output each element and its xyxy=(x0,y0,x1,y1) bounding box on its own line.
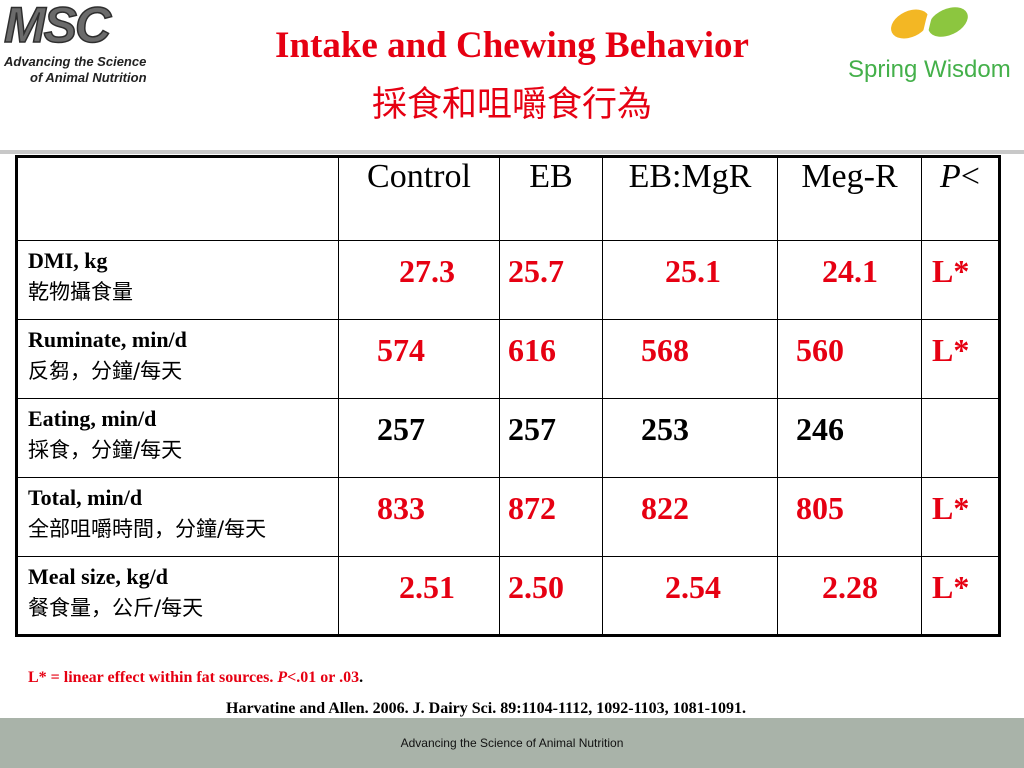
cell-meg-r: 805 xyxy=(777,477,922,557)
slide-title-english: Intake and Chewing Behavior xyxy=(275,25,749,66)
footnote: L* = linear effect within fat sources. P… xyxy=(28,669,363,687)
table-row: DMI, kg 乾物攝食量 27.3 25.7 25.1 24.1 L* xyxy=(16,240,1000,320)
header-eb-mgr: EB:MgR xyxy=(602,156,778,241)
citation: Harvatine and Allen. 2006. J. Dairy Sci.… xyxy=(226,700,747,717)
row-label-english: Total, min/d xyxy=(28,485,143,510)
cell-meg-r: 246 xyxy=(777,398,922,478)
footnote-p-letter: P xyxy=(277,669,288,686)
row-label-english: Ruminate, min/d xyxy=(28,327,187,352)
header-control: Control xyxy=(338,156,500,241)
cell-eb-mgr: 822 xyxy=(602,477,778,557)
cell-eb: 257 xyxy=(499,398,603,478)
header-p-value: P< xyxy=(921,156,1000,241)
slide-title-chinese: 採食和咀嚼食行為 xyxy=(371,85,652,125)
cell-p-value: L* xyxy=(921,319,1000,399)
table-row: Eating, min/d 採食，分鐘/每天 257 257 253 246 xyxy=(16,398,1000,478)
cell-meg-r: 24.1 xyxy=(777,240,922,320)
cell-meg-r: 2.28 xyxy=(777,556,922,636)
cell-eb-mgr: 25.1 xyxy=(602,240,778,320)
header-eb: EB xyxy=(499,156,603,241)
cell-p-value: L* xyxy=(921,477,1000,557)
table-header-row: Control EB EB:MgR Meg-R P< xyxy=(16,156,1000,241)
row-label-english: Meal size, kg/d xyxy=(28,564,168,589)
cell-control: 574 xyxy=(338,319,500,399)
msc-logo-tagline-2: of Animal Nutrition xyxy=(30,70,147,85)
results-table: Control EB EB:MgR Meg-R P< DMI, kg 乾物攝食量… xyxy=(15,155,1001,637)
cell-control: 833 xyxy=(338,477,500,557)
msc-logo-tagline-1: Advancing the Science xyxy=(4,54,147,69)
msc-logo-wordmark: MSC xyxy=(3,0,112,54)
cell-p-value xyxy=(921,398,1000,478)
footnote-period: . xyxy=(359,669,364,686)
row-label-chinese: 餐食量，公斤/每天 xyxy=(28,596,204,620)
cell-eb-mgr: 2.54 xyxy=(602,556,778,636)
row-label-chinese: 採食，分鐘/每天 xyxy=(28,438,183,462)
cell-p-value: L* xyxy=(921,240,1000,320)
row-label-chinese: 反芻，分鐘/每天 xyxy=(28,359,183,383)
cell-control: 27.3 xyxy=(338,240,500,320)
header-p-letter: P xyxy=(940,158,961,195)
cell-eb-mgr: 253 xyxy=(602,398,778,478)
row-label: Total, min/d 全部咀嚼時間，分鐘/每天 xyxy=(16,477,339,557)
table-row: Total, min/d 全部咀嚼時間，分鐘/每天 833 872 822 80… xyxy=(16,477,1000,557)
table-corner-cell xyxy=(16,156,339,241)
header-meg-r: Meg-R xyxy=(777,156,922,241)
row-label: Ruminate, min/d 反芻，分鐘/每天 xyxy=(16,319,339,399)
spring-wisdom-name: Spring Wisdom xyxy=(848,56,1011,83)
table-row: Ruminate, min/d 反芻，分鐘/每天 574 616 568 560… xyxy=(16,319,1000,399)
row-label: Eating, min/d 採食，分鐘/每天 xyxy=(16,398,339,478)
cell-eb: 25.7 xyxy=(499,240,603,320)
row-label-chinese: 全部咀嚼時間，分鐘/每天 xyxy=(28,517,267,541)
footer-text: Advancing the Science of Animal Nutritio… xyxy=(400,736,624,750)
spring-wisdom-logo: Spring Wisdom xyxy=(840,0,1024,90)
cell-eb: 616 xyxy=(499,319,603,399)
cell-p-value: L* xyxy=(921,556,1000,636)
row-label: Meal size, kg/d 餐食量，公斤/每天 xyxy=(16,556,339,636)
row-label-english: Eating, min/d xyxy=(28,406,157,431)
cell-control: 2.51 xyxy=(338,556,500,636)
cell-eb: 2.50 xyxy=(499,556,603,636)
msc-logo: MSC Advancing the Science of Animal Nutr… xyxy=(2,0,162,92)
footnote-part-2: <.01 or .03 xyxy=(287,669,360,686)
row-label-english: DMI, kg xyxy=(28,248,108,273)
footer-bar xyxy=(0,718,1024,768)
cell-eb-mgr: 568 xyxy=(602,319,778,399)
table-row: Meal size, kg/d 餐食量，公斤/每天 2.51 2.50 2.54… xyxy=(16,556,1000,636)
cell-meg-r: 560 xyxy=(777,319,922,399)
cell-control: 257 xyxy=(338,398,500,478)
cell-eb: 872 xyxy=(499,477,603,557)
header-divider xyxy=(0,150,1024,154)
footnote-part-1: L* = linear effect within fat sources. xyxy=(28,669,278,686)
row-label: DMI, kg 乾物攝食量 xyxy=(16,240,339,320)
row-label-chinese: 乾物攝食量 xyxy=(28,280,133,304)
spring-wisdom-leaf-icon xyxy=(891,7,968,50)
